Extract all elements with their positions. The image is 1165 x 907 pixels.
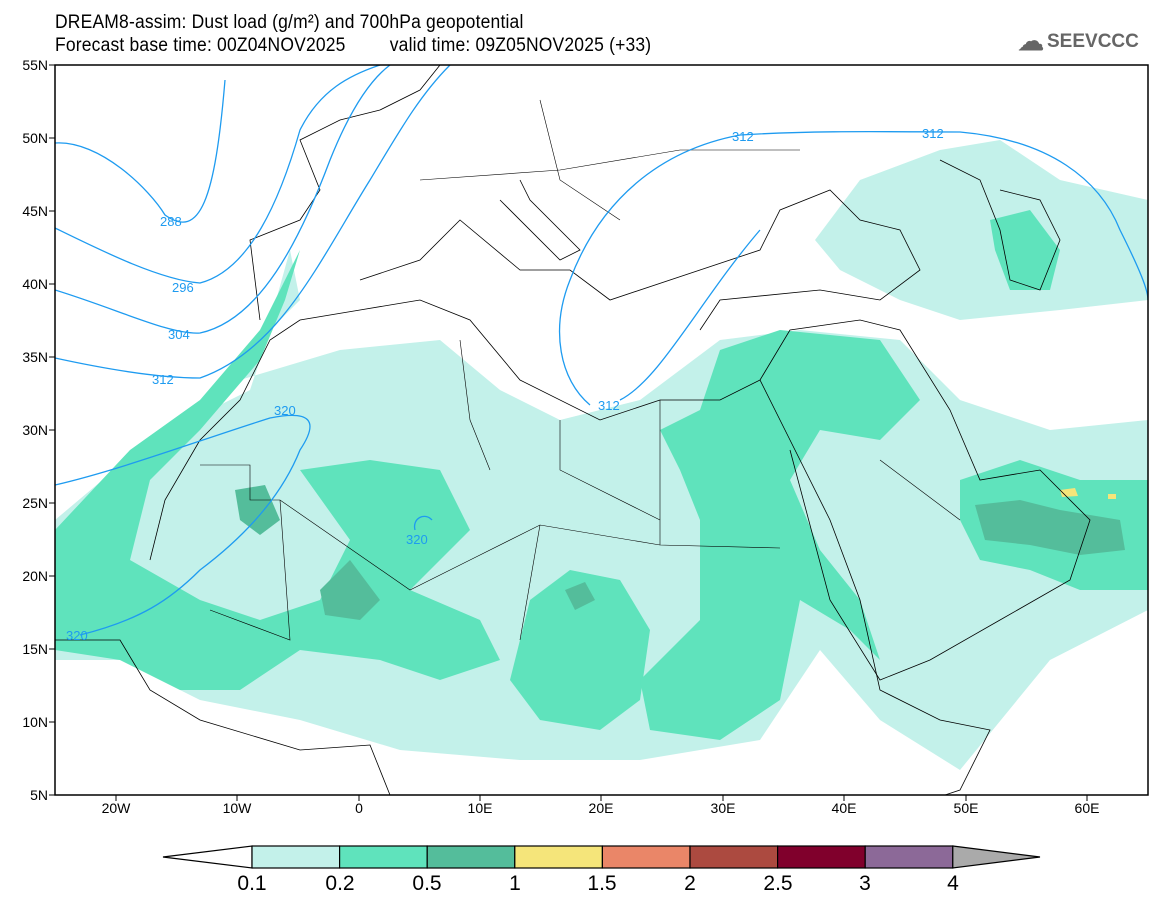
dust-level-0.1	[815, 140, 1148, 320]
valid-time: valid time: 09Z05NOV2025 (+33)	[389, 35, 652, 56]
map-subtitle: Forecast base time: 00Z04NOV2025 valid ti…	[55, 35, 651, 57]
lon-label: 40E	[831, 800, 857, 816]
lon-label: 30E	[710, 800, 736, 816]
colorbar	[162, 845, 1041, 869]
logo-text: SEEVCCC	[1047, 30, 1139, 52]
lon-label: 60E	[1074, 800, 1100, 816]
lat-label: 50N	[22, 130, 48, 146]
geopotential-contours	[55, 65, 1148, 636]
colorbar-tick: 1	[509, 872, 521, 895]
dust-level-0.5	[565, 582, 595, 610]
dust-level-0.2	[640, 330, 920, 740]
colorbar-tick: 4	[947, 872, 959, 895]
contour-label: 312	[732, 129, 754, 144]
colorbar-swatch	[776, 845, 866, 869]
colorbar-under-arrow	[162, 845, 253, 869]
lat-label: 15N	[22, 641, 48, 657]
seevccc-logo: ☁ SEEVCCC	[1018, 26, 1139, 57]
colorbar-tick: 2.5	[763, 872, 793, 895]
lat-label: 30N	[22, 422, 48, 438]
base-time: Forecast base time: 00Z04NOV2025	[55, 35, 346, 56]
dust-level-0.5	[235, 485, 280, 535]
colorbar-swatch	[864, 845, 954, 869]
colorbar-tick: 3	[859, 872, 871, 895]
lat-label: 40N	[22, 276, 48, 292]
colorbar-swatch	[514, 845, 603, 869]
contour-label: 320	[274, 403, 296, 418]
dust-field	[55, 140, 1148, 770]
contour-label: 288	[160, 214, 182, 229]
colorbar-tick: 2	[684, 872, 696, 895]
lat-label: 20N	[22, 568, 48, 584]
lat-label: 35N	[22, 349, 48, 365]
contour-label: 304	[168, 327, 190, 342]
contour-label: 312	[598, 398, 620, 413]
dust-level-0.2	[990, 210, 1060, 290]
lat-label: 5N	[30, 787, 48, 803]
colorbar-tick: 0.5	[412, 872, 442, 895]
contour-label: 320	[66, 628, 88, 643]
dust-level-0.5	[975, 500, 1125, 555]
lon-label: 20W	[101, 800, 131, 816]
lat-label: 55N	[22, 57, 48, 73]
dust-level-0.2	[55, 250, 500, 690]
contour-label: 320	[406, 532, 428, 547]
colorbar-over-arrow	[952, 845, 1041, 869]
lat-label: 10N	[22, 714, 48, 730]
contour-labels: 288 296 304 312 320 312 312 312 320 320	[66, 126, 944, 643]
lat-label: 25N	[22, 495, 48, 511]
colorbar-tick: 0.2	[325, 872, 355, 895]
colorbar-swatch	[251, 845, 341, 869]
colorbar-swatch	[601, 845, 691, 869]
cloud-icon: ☁	[1018, 26, 1044, 56]
lon-label: 20E	[588, 800, 614, 816]
dust-level-1	[1108, 494, 1116, 499]
lon-label: 50E	[953, 800, 979, 816]
coastlines	[55, 65, 1091, 795]
dust-level-0.5	[320, 560, 380, 620]
lon-label: 10W	[222, 800, 252, 816]
contour-label: 296	[172, 280, 194, 295]
ticks	[49, 64, 1088, 801]
colorbar-swatch	[426, 845, 516, 869]
lon-label: 10E	[467, 800, 493, 816]
borders	[200, 99, 961, 641]
colorbar-tick: 0.1	[237, 872, 267, 895]
contour-label: 312	[152, 372, 174, 387]
colorbar-swatch	[339, 845, 428, 869]
lon-label: 0	[355, 800, 363, 816]
colorbar-swatch	[689, 845, 779, 869]
contour-label: 312	[922, 126, 944, 141]
map-title: DREAM8-assim: Dust load (g/m²) and 700hP…	[55, 12, 524, 33]
colorbar-tick: 1.5	[587, 872, 617, 895]
lat-label: 45N	[22, 203, 48, 219]
dust-level-0.2	[510, 570, 650, 730]
